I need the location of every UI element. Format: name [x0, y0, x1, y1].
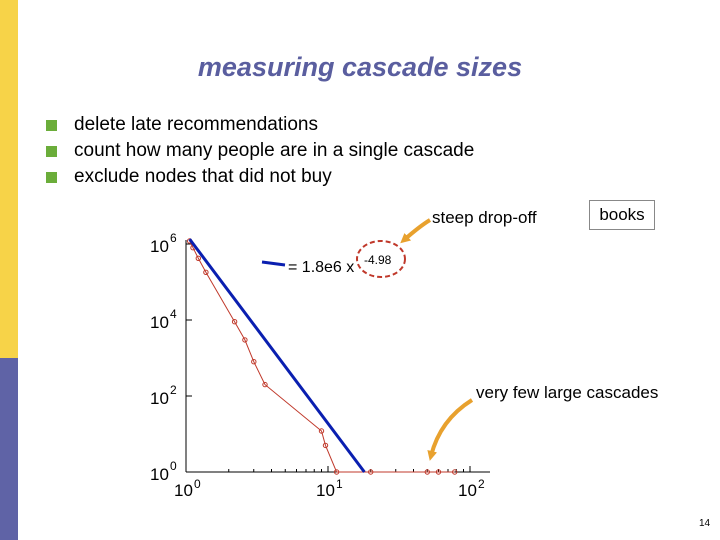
y-tick-label: 10 — [150, 237, 169, 256]
data-point — [318, 428, 325, 434]
page-number: 14 — [699, 518, 711, 529]
data-point — [242, 337, 248, 343]
bullet-item: exclude nodes that did not buy — [46, 164, 474, 190]
axis-ticks — [185, 243, 471, 473]
data-point — [203, 269, 209, 275]
data-point — [231, 319, 238, 325]
y-tick-label: 10 — [150, 389, 169, 408]
y-tick-label-exponent: 6 — [170, 231, 177, 245]
fit-exponent: -4.98 — [364, 253, 392, 267]
data-point — [435, 469, 442, 475]
data-line — [189, 240, 455, 473]
y-tick-label-exponent: 2 — [170, 383, 177, 397]
bullet-square-icon — [46, 120, 57, 131]
data-point — [368, 469, 374, 475]
fit-legend: = 1.8e6 x -4.98 — [261, 240, 406, 278]
fit-line — [188, 238, 366, 473]
bullet-square-icon — [46, 172, 57, 183]
x-tick-labels: 10 0 10 1 10 2 — [174, 477, 485, 500]
books-label-box: books — [589, 200, 655, 230]
bullet-text: count how many people are in a single ca… — [74, 140, 475, 161]
x-tick-label: 10 — [174, 481, 193, 500]
few-large-arrow — [427, 398, 474, 461]
y-tick-label: 10 — [150, 465, 169, 484]
data-point — [322, 442, 329, 449]
bullet-item: count how many people are in a single ca… — [46, 138, 474, 164]
steep-dropoff-callout: steep drop-off — [432, 208, 537, 227]
side-bar-bottom — [0, 358, 18, 540]
data-point — [251, 359, 257, 365]
power-law-fit — [188, 238, 366, 473]
few-large-cascades-callout: very few large cascades — [476, 383, 659, 402]
data-point — [333, 469, 340, 475]
bullet-list: delete late recommendations count how ma… — [46, 112, 474, 190]
x-tick-label: 10 — [458, 481, 477, 500]
x-tick-label-exponent: 2 — [478, 477, 485, 491]
data-point — [452, 469, 458, 475]
data-point — [424, 469, 430, 475]
bullet-text: exclude nodes that did not buy — [74, 166, 332, 187]
legend-line-swatch — [261, 260, 286, 267]
bullet-square-icon — [46, 146, 57, 157]
y-tick-label-exponent: 0 — [170, 459, 177, 473]
data-point — [195, 255, 202, 261]
side-bar-top — [0, 0, 18, 358]
callout-arrows — [400, 218, 474, 461]
y-tick-label-exponent: 4 — [170, 307, 177, 321]
x-tick-label-exponent: 1 — [336, 477, 343, 491]
slide-title: measuring cascade sizes — [197, 52, 523, 82]
x-tick-label: 10 — [316, 481, 335, 500]
exponent-highlight-circle — [356, 240, 406, 278]
y-tick-label: 10 — [150, 313, 169, 332]
bullet-item: delete late recommendations — [46, 112, 474, 138]
steep-dropoff-arrow — [400, 218, 432, 244]
x-tick-label-exponent: 0 — [194, 477, 201, 491]
bullet-text: delete late recommendations — [74, 114, 318, 135]
fit-equation: = 1.8e6 x — [288, 259, 354, 276]
data-point — [262, 381, 268, 388]
